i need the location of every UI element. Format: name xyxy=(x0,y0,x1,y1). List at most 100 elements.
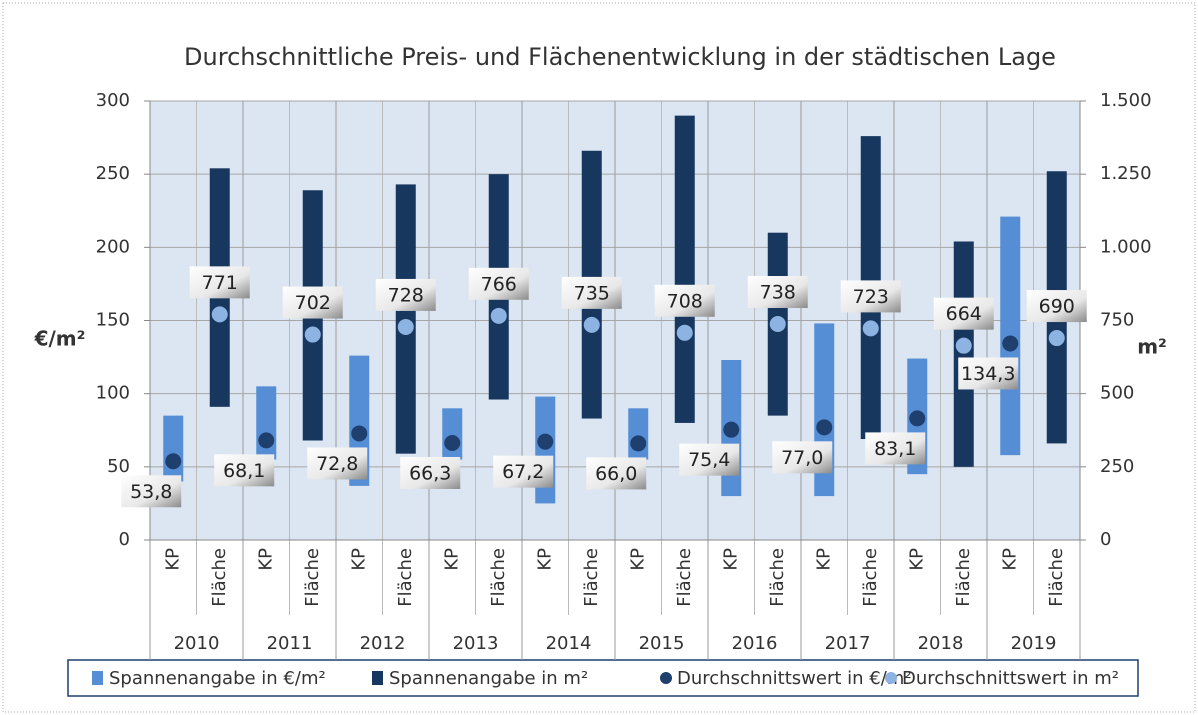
average-point xyxy=(351,425,368,442)
chart-title: Durchschnittliche Preis- und Flächenentw… xyxy=(184,43,1056,71)
data-label-box xyxy=(772,441,833,474)
data-label-box xyxy=(586,457,647,490)
data-label-box xyxy=(561,276,622,309)
x-subcategory-label: Fläche xyxy=(209,548,230,607)
x-subcategory-label: KP xyxy=(813,548,834,571)
y2-tick-label: 1.500 xyxy=(1100,90,1152,111)
average-point xyxy=(816,419,833,436)
x-group-label: 2018 xyxy=(918,633,964,654)
y2-tick-label: 0 xyxy=(1100,529,1111,550)
x-subcategory-label: Fläche xyxy=(674,548,695,607)
x-subcategory-label: KP xyxy=(627,548,648,571)
data-label: 66,0 xyxy=(595,463,637,485)
x-group-label: 2012 xyxy=(360,633,406,654)
average-point xyxy=(630,435,647,452)
y-tick-label: 250 xyxy=(96,163,130,184)
legend: Spannenangabe in €/m² Spannenangabe in m²… xyxy=(67,659,1139,697)
data-label: 67,2 xyxy=(502,461,544,483)
data-label-box xyxy=(654,284,715,317)
x-group-label: 2019 xyxy=(1011,633,1057,654)
legend-swatch xyxy=(885,672,897,684)
x-group-label: 2014 xyxy=(546,633,592,654)
legend-label: Spannenangabe in m² xyxy=(389,668,588,689)
data-label: 723 xyxy=(853,286,889,308)
x-subcategory-label: Fläche xyxy=(395,548,416,607)
data-label: 75,4 xyxy=(688,449,730,471)
average-point xyxy=(397,318,414,335)
data-label-box xyxy=(307,447,368,480)
data-label: 771 xyxy=(202,272,238,294)
x-subcategory-label: KP xyxy=(906,548,927,571)
y-tick-label: 50 xyxy=(107,456,130,477)
x-subcategory-label: Fläche xyxy=(302,548,323,607)
y2-tick-label: 500 xyxy=(1100,383,1134,404)
x-group-label: 2011 xyxy=(267,633,313,654)
legend-swatch xyxy=(92,671,103,685)
x-subcategory-label: KP xyxy=(255,548,276,571)
data-label: 68,1 xyxy=(223,460,265,482)
range-bar xyxy=(628,408,649,460)
data-label-box xyxy=(1026,290,1087,323)
data-label-box xyxy=(840,280,901,313)
y-tick-label: 100 xyxy=(96,383,130,404)
data-label-box xyxy=(214,454,275,487)
x-group-label: 2016 xyxy=(732,633,778,654)
data-label: 72,8 xyxy=(316,453,358,475)
data-label-box xyxy=(375,278,436,311)
x-subcategory-label: Fläche xyxy=(488,548,509,607)
y2-axis-label: m² xyxy=(1137,335,1167,359)
data-label-box xyxy=(282,286,343,319)
data-label: 83,1 xyxy=(874,438,916,460)
x-subcategory-label: KP xyxy=(162,548,183,571)
average-point xyxy=(165,453,182,470)
y2-tick-label: 1.000 xyxy=(1100,236,1152,257)
x-group-label: 2017 xyxy=(825,633,871,654)
average-point xyxy=(490,307,507,324)
x-subcategory-label: KP xyxy=(720,548,741,571)
y2-tick-label: 1.250 xyxy=(1100,163,1152,184)
legend-swatch xyxy=(660,672,672,684)
y-tick-label: 300 xyxy=(96,90,130,111)
x-subcategory-label: Fläche xyxy=(953,548,974,607)
x-subcategory-label: Fläche xyxy=(860,548,881,607)
data-label-box xyxy=(493,455,554,488)
average-point xyxy=(769,316,786,333)
average-point xyxy=(955,337,972,354)
data-label: 702 xyxy=(295,292,331,314)
legend-box xyxy=(67,659,1139,697)
data-label-box xyxy=(933,297,994,330)
x-group-label: 2013 xyxy=(453,633,499,654)
average-point xyxy=(211,306,228,323)
data-label-box xyxy=(747,276,808,309)
legend-label: Durchschnittswert in m² xyxy=(902,668,1119,689)
data-label: 738 xyxy=(760,282,796,304)
data-label: 690 xyxy=(1039,296,1075,318)
data-label: 728 xyxy=(388,284,424,306)
data-label: 766 xyxy=(481,273,517,295)
range-bar xyxy=(442,408,463,460)
average-point xyxy=(537,433,554,450)
average-point xyxy=(909,410,926,427)
average-point xyxy=(258,432,275,449)
data-label: 708 xyxy=(667,290,703,312)
average-point xyxy=(723,421,740,438)
data-label-box xyxy=(400,456,461,489)
legend-label: Durchschnittswert in €/m² xyxy=(677,668,912,689)
average-point xyxy=(1048,330,1065,347)
data-label-box xyxy=(121,475,182,508)
y2-tick-label: 750 xyxy=(1100,310,1134,331)
average-point xyxy=(583,316,600,333)
y-tick-label: 200 xyxy=(96,236,130,257)
y-axis-label: €/m² xyxy=(34,327,86,351)
x-group-label: 2015 xyxy=(639,633,685,654)
x-subcategory-label: KP xyxy=(441,548,462,571)
data-label-box xyxy=(865,432,926,465)
x-subcategory-label: Fläche xyxy=(1046,548,1067,607)
x-subcategory-label: Fläche xyxy=(767,548,788,607)
range-bar xyxy=(674,115,695,423)
data-label-box xyxy=(679,443,740,476)
range-bar xyxy=(256,386,277,460)
legend-swatch xyxy=(372,671,383,685)
data-label: 134,3 xyxy=(961,363,1015,385)
